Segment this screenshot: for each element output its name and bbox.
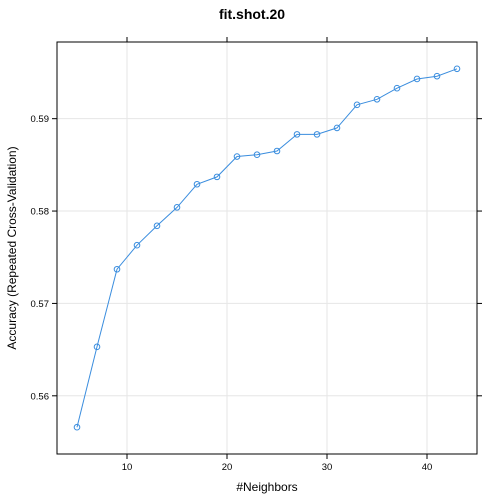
y-tick-label: 0.59 <box>31 114 50 125</box>
data-point <box>293 131 301 138</box>
series <box>73 65 461 431</box>
data-point <box>193 180 201 188</box>
y-tick-label: 0.56 <box>31 391 50 402</box>
data-point <box>433 72 441 80</box>
data-point <box>313 131 321 138</box>
x-tick-label: 10 <box>122 462 133 473</box>
plot-frame <box>56 41 478 455</box>
data-point <box>393 84 401 92</box>
data-point <box>253 151 261 158</box>
chart-title: fit.shot.20 <box>219 6 285 22</box>
data-point <box>213 173 221 181</box>
data-point <box>353 101 361 109</box>
data-point <box>453 65 461 73</box>
data-point <box>373 95 381 103</box>
data-point <box>153 222 161 230</box>
data-point <box>233 153 241 160</box>
x-tick-label: 40 <box>422 462 433 473</box>
x-axis-label: #Neighbors <box>236 480 297 494</box>
data-point <box>273 147 281 155</box>
data-point <box>93 343 101 351</box>
y-tick-label: 0.58 <box>31 207 50 218</box>
y-axis-label: Accuracy (Repeated Cross-Validation) <box>5 146 19 349</box>
data-point <box>413 75 421 83</box>
data-point <box>133 241 141 249</box>
data-point <box>73 423 81 431</box>
data-point <box>333 124 341 132</box>
series-line <box>76 68 458 428</box>
axis-ticks: 10 20 30 40 0.56 0.57 0.58 0.59 <box>31 37 482 473</box>
grid <box>57 42 477 454</box>
data-point <box>173 204 181 211</box>
y-tick-label: 0.57 <box>31 299 50 310</box>
data-point <box>113 265 121 273</box>
x-tick-label: 20 <box>222 462 233 473</box>
x-tick-label: 30 <box>322 462 333 473</box>
